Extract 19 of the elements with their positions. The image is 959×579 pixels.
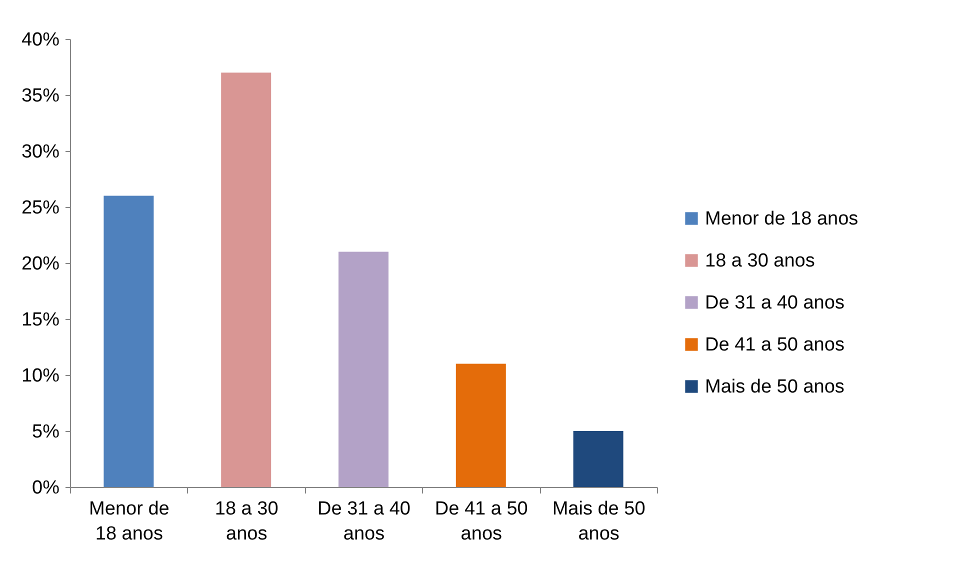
y-tick-label: 25% xyxy=(21,198,60,218)
legend-label: De 31 a 40 anos xyxy=(705,292,844,314)
y-tick-label: 35% xyxy=(21,86,60,106)
y-tick-label: 40% xyxy=(21,30,60,50)
y-tick-label: 5% xyxy=(32,422,60,442)
y-tick-label: 30% xyxy=(21,142,60,162)
x-tick-label: Mais de 50 anos xyxy=(552,498,646,544)
y-tick-label: 20% xyxy=(21,254,60,274)
legend-label: De 41 a 50 anos xyxy=(705,334,844,356)
y-tick-label: 15% xyxy=(21,310,60,330)
x-tick-label: De 31 a 40 anos xyxy=(318,498,410,544)
x-tick-label: 18 a 30 anos xyxy=(214,498,278,544)
legend-label: Mais de 50 anos xyxy=(705,376,844,398)
y-tick-label: 10% xyxy=(21,366,60,386)
x-tick-label: Menor de 18 anos xyxy=(89,498,170,544)
legend-label: Menor de 18 anos xyxy=(705,208,858,230)
y-tick-label: 0% xyxy=(32,478,60,498)
legend-label: 18 a 30 anos xyxy=(705,250,815,272)
x-tick-label: De 41 a 50 anos xyxy=(434,498,528,544)
